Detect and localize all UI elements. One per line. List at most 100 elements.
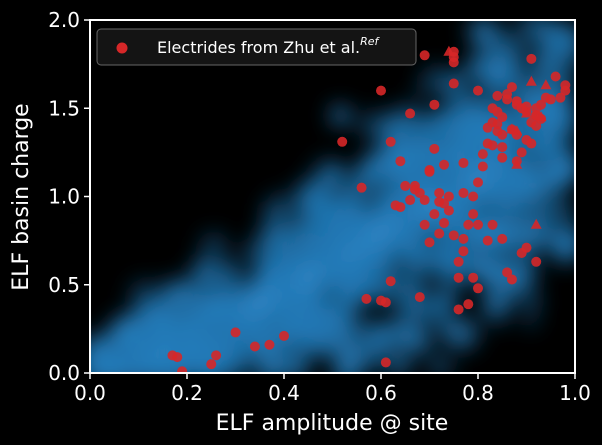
electride-point [385,276,396,287]
electride-point [502,267,513,278]
electride-point [448,78,459,89]
density-blob [551,223,575,250]
electride-point [458,246,469,257]
electride-triangle-point [511,158,523,169]
density-blob [406,104,450,148]
electride-point [434,228,445,239]
electride-point [409,180,420,191]
electride-triangle-point [525,75,537,86]
electride-point [385,136,396,147]
density-blob [324,100,356,132]
electride-point [492,90,503,101]
density-blob [511,166,560,215]
electride-point [356,182,367,193]
electride-point [477,161,488,172]
electride-point [414,292,425,303]
electride-point [249,341,260,352]
electride-point [473,85,483,96]
y-tick-label: 0.0 [48,361,80,385]
electride-point [453,256,464,267]
electride-point [473,283,483,294]
x-tick-label: 1.0 [559,381,591,405]
electride-point [458,187,469,198]
electride-point [531,256,542,267]
density-blob [557,204,575,229]
legend: Electrides from Zhu et al.Ref [96,28,417,66]
density-blob [513,115,555,156]
electride-point [468,209,479,220]
electride-point [395,202,406,213]
electride-point [521,242,532,253]
electride-point [531,120,542,131]
electride-point [497,142,508,153]
electride-point [492,106,503,117]
electride-triangle-point [443,45,455,56]
electride-point [463,219,474,230]
electride-point [536,99,547,110]
electride-point [424,166,435,177]
density-blob [364,324,393,352]
density-blob [323,293,351,320]
density-blob [462,20,500,50]
electride-point [487,140,498,151]
electride-point [434,187,445,198]
electride-point [516,147,527,158]
density-blob [439,127,467,155]
density-blob [294,325,336,366]
electride-point [497,152,508,163]
electride-point [468,191,479,202]
electride-point [497,129,508,140]
density-blob [536,20,565,46]
electride-point [487,219,498,230]
density-blob [470,37,492,59]
electride-point [473,177,483,188]
electride-point [429,143,440,154]
density-blob [505,217,527,239]
electride-point [172,352,183,363]
electride-point [405,108,416,119]
electride-point [429,99,440,110]
x-axis-ticks: 0.0 0.2 0.4 0.6 0.8 1.0 [74,373,591,405]
electride-point [230,327,241,338]
electride-point [458,157,469,168]
electride-point [506,82,517,93]
electride-point [361,293,372,304]
density-blob [383,314,427,357]
electride-point [177,366,188,373]
electride-point [468,272,479,283]
legend-label: Electrides from Zhu et al.Ref [157,35,381,57]
electride-point [453,272,464,283]
y-tick-label: 1.5 [48,96,80,120]
density-blob [92,350,122,373]
electride-point [463,299,474,310]
x-tick-label: 0.0 [74,381,106,405]
x-tick-label: 0.2 [171,381,203,405]
electride-point [443,205,454,216]
electride-point [521,101,532,112]
electride-point [380,357,391,368]
x-tick-label: 0.8 [462,381,494,405]
electride-point [429,209,440,220]
electride-point [453,304,464,315]
electride-point [506,274,517,285]
density-blob [198,267,221,290]
electride-point [380,297,391,308]
y-axis-ticks: 0.0 0.5 1.0 1.5 2.0 [48,8,90,385]
electride-point [395,156,406,167]
electride-point [400,180,411,191]
electride-point [424,237,435,248]
legend-box [96,28,417,66]
y-tick-label: 1.0 [48,185,80,209]
density-core [334,189,428,274]
electride-point [521,135,532,146]
electride-triangle-point [535,111,547,122]
electride-point [419,195,430,206]
electride-point [439,159,450,170]
legend-marker-icon [116,42,128,54]
density-blob [501,54,535,88]
electride-point [264,339,275,350]
electride-point [473,219,483,230]
electride-point [439,217,450,228]
electride-point [458,233,469,244]
